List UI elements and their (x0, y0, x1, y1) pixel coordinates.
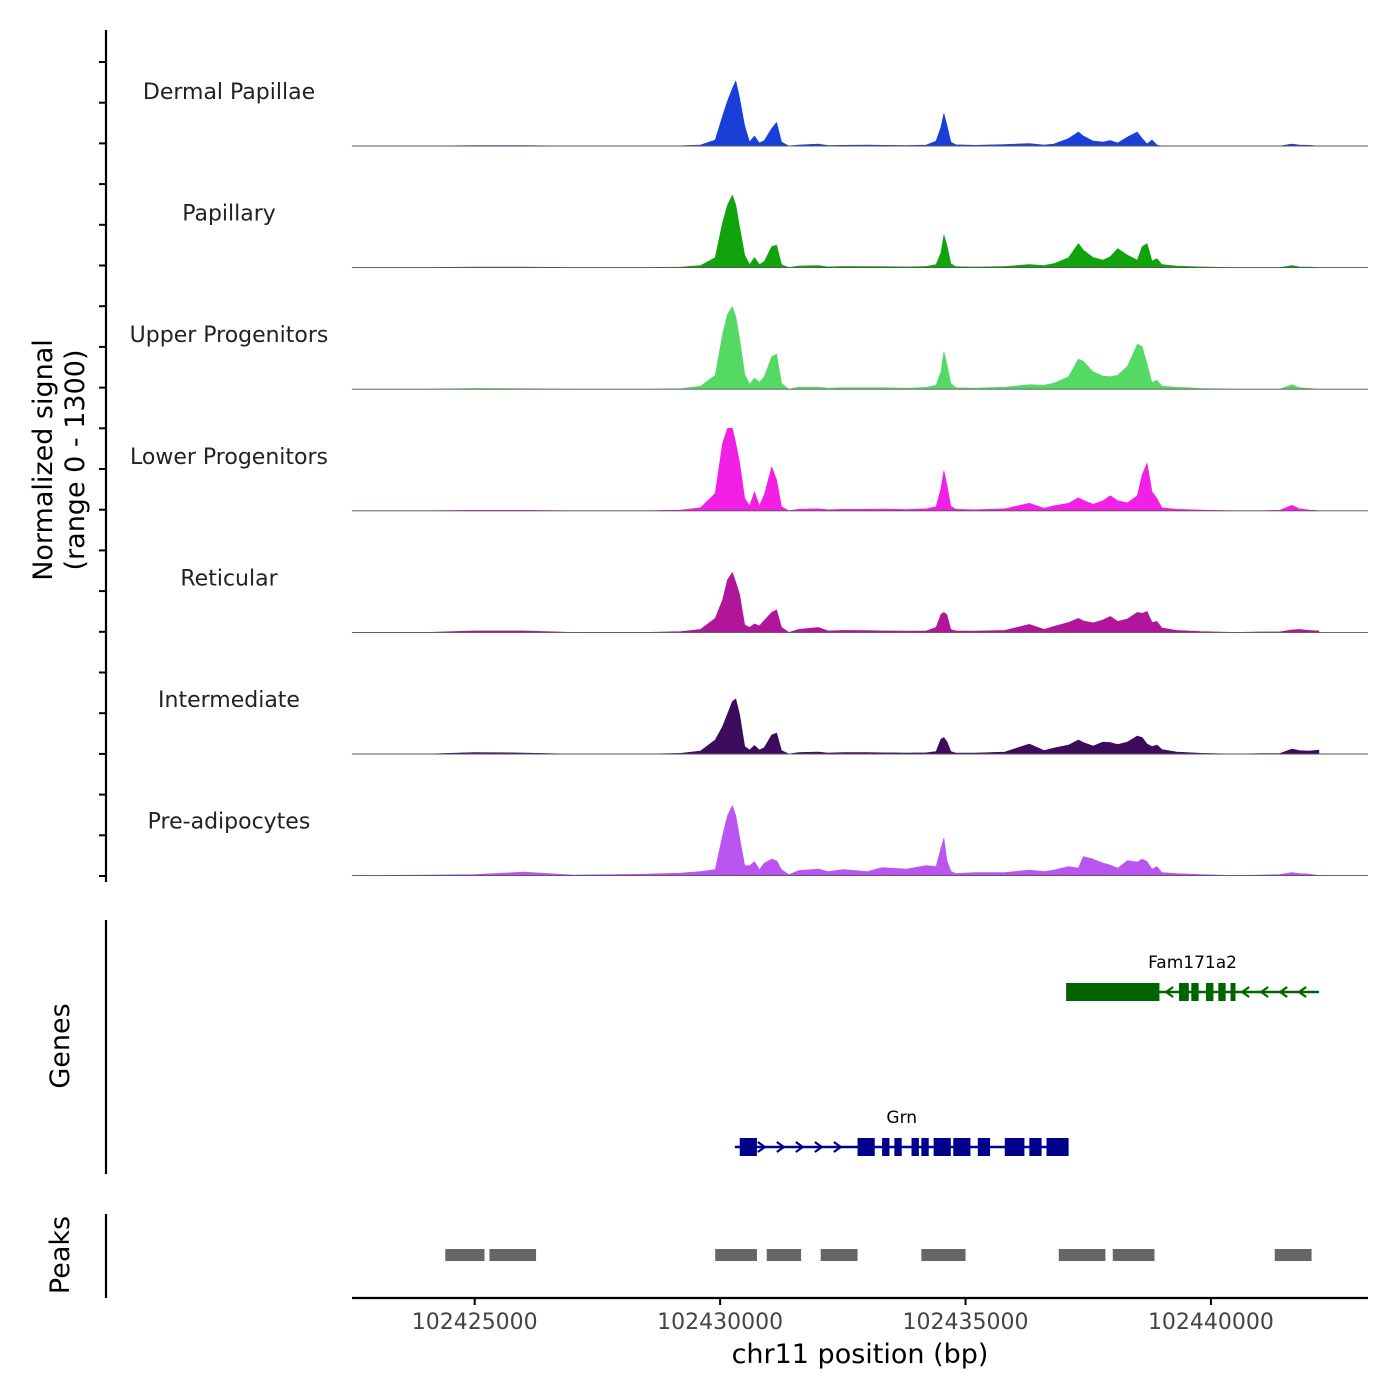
track-label: Pre-adipocytes (148, 810, 311, 835)
x-tick-label: 102435000 (903, 1310, 1029, 1335)
gene-exon (933, 1138, 951, 1156)
coverage-track: Lower Progenitors (130, 428, 1368, 512)
y-axis-title-range: (range 0 - 1300) (60, 350, 91, 571)
strand-arrow (1164, 986, 1174, 998)
x-axis-title: chr11 position (bp) (732, 1339, 989, 1370)
strand-arrow (833, 1141, 843, 1153)
strand-arrow (757, 1141, 767, 1153)
gene-exon (1206, 983, 1214, 1001)
track-label: Reticular (180, 566, 278, 591)
coverage-track: Upper Progenitors (130, 306, 1368, 390)
gene-exon-block (1066, 983, 1160, 1001)
strand-arrow (1278, 986, 1288, 998)
x-tick-label: 102425000 (412, 1310, 538, 1335)
strand-arrow (776, 1141, 786, 1153)
peak-region (766, 1249, 802, 1261)
coverage-track: Papillary (182, 194, 1368, 269)
track-label: Lower Progenitors (130, 445, 328, 470)
gene-exon (1218, 983, 1226, 1001)
gene-exon (1004, 1138, 1025, 1156)
gene-exon (977, 1138, 991, 1156)
gene-model: Fam171a2 (1066, 953, 1319, 1001)
y-axis-title-signal: Normalized signal (28, 339, 59, 581)
gene-exon (894, 1138, 902, 1156)
gene-exon (882, 1138, 890, 1156)
gene-exon (953, 1138, 971, 1156)
coverage-track: Dermal Papillae (143, 80, 1368, 147)
peak-region (1058, 1249, 1106, 1261)
coverage-area (351, 194, 1320, 268)
coverage-area (351, 306, 1320, 390)
coverage-area (351, 428, 1320, 512)
peak-region (1274, 1249, 1312, 1261)
peak-region (1112, 1249, 1155, 1261)
track-label: Papillary (182, 202, 276, 227)
gene-label: Fam171a2 (1148, 953, 1237, 973)
strand-arrow (795, 1141, 805, 1153)
strand-arrow (814, 1141, 824, 1153)
y-axis-title-genes: Genes (45, 1003, 76, 1088)
coverage-area (351, 80, 1320, 147)
coverage-area (351, 805, 1320, 876)
coverage-track: Intermediate (158, 688, 1368, 755)
gene-exon (1179, 983, 1189, 1001)
peaks-panel (104, 1214, 1312, 1298)
gene-exon (921, 1138, 929, 1156)
genes-panel: Fam171a2 Grn (104, 920, 1319, 1174)
track-label: Upper Progenitors (130, 323, 329, 348)
gene-exon (1029, 1138, 1042, 1156)
peak-region (489, 1249, 537, 1261)
gene-exon (1046, 1138, 1069, 1156)
gene-exon (1230, 983, 1236, 1001)
coverage-track: Pre-adipocytes (148, 805, 1368, 877)
x-tick-label: 102430000 (657, 1310, 783, 1335)
gene-exon-block (739, 1138, 757, 1156)
strand-arrow (1240, 986, 1250, 998)
x-tick-label: 102440000 (1148, 1310, 1274, 1335)
track-label: Dermal Papillae (143, 80, 315, 105)
strand-arrow (1259, 986, 1269, 998)
gene-exon (1191, 983, 1199, 1001)
coverage-track: Reticular (180, 566, 1368, 633)
gene-model: Grn (734, 1108, 1069, 1156)
strand-arrow (1297, 986, 1307, 998)
gene-exon (857, 1138, 875, 1156)
peak-region (445, 1249, 485, 1261)
coverage-area (351, 572, 1320, 633)
y-axis-title-peaks: Peaks (45, 1216, 76, 1294)
gene-label: Grn (886, 1108, 917, 1128)
peak-region (921, 1249, 966, 1261)
gene-exon (911, 1138, 919, 1156)
peak-region (715, 1249, 757, 1261)
coverage-area (351, 698, 1320, 755)
coverage-panel: Dermal Papillae Papillary Upper Progenitor… (99, 30, 1368, 882)
peak-region (820, 1249, 858, 1261)
track-label: Intermediate (158, 688, 300, 713)
x-axis: 102425000 102430000 102435000 102440000 (352, 1296, 1368, 1335)
